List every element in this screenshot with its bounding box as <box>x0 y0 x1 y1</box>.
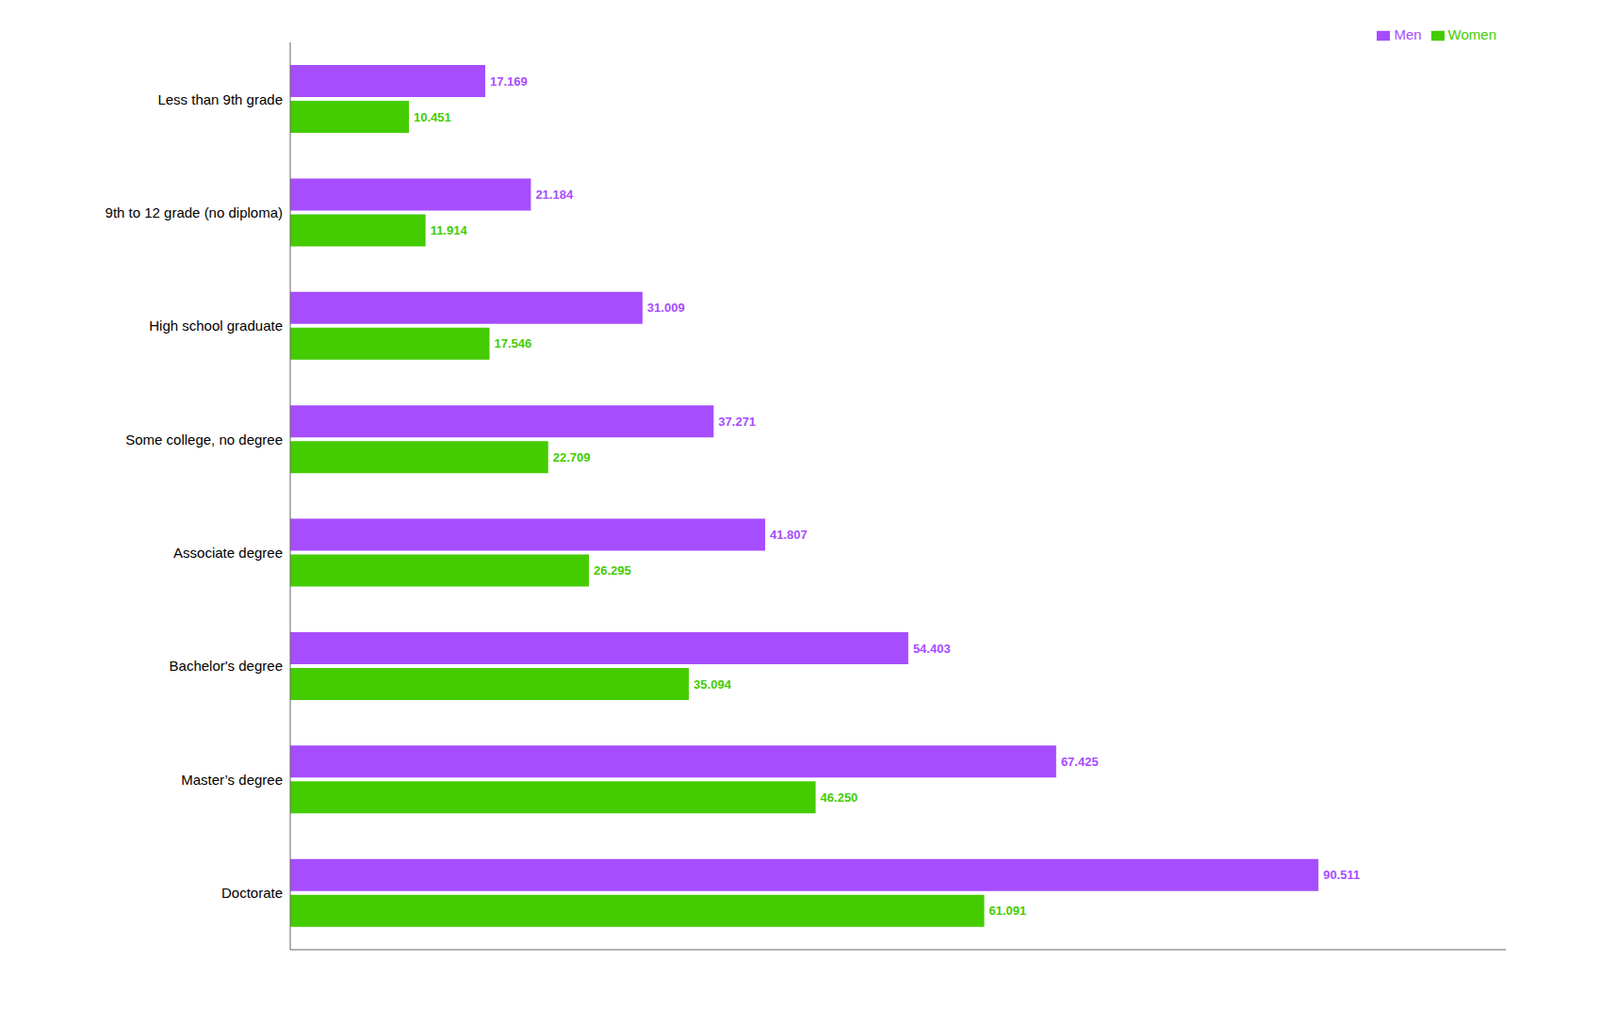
svg-text:67.425: 67.425 <box>1061 754 1099 769</box>
svg-text:22.709: 22.709 <box>553 450 591 465</box>
html-text:Men: Men <box>1394 26 1422 43</box>
svg-text:26.295: 26.295 <box>593 563 632 578</box>
svg-text:Bachelor's degree: Bachelor's degree <box>169 657 283 674</box>
svg-text:17.546: 17.546 <box>494 336 533 351</box>
svg-text:11.914: 11.914 <box>430 223 469 238</box>
svg-text:Master’s degree: Master’s degree <box>180 771 283 788</box>
svg-text:9th to 12 grade (no diploma): 9th to 12 grade (no diploma) <box>105 204 283 221</box>
svg-text:Some college, no degree: Some college, no degree <box>125 431 283 448</box>
svg-text:46.250: 46.250 <box>820 790 859 805</box>
svg-text:41.807: 41.807 <box>769 527 808 542</box>
svg-text:61.091: 61.091 <box>989 903 1028 918</box>
svg-text:10.451: 10.451 <box>413 110 452 125</box>
svg-text:54.403: 54.403 <box>913 641 951 656</box>
svg-text:High school graduate: High school graduate <box>148 317 283 334</box>
svg-text:Associate degree: Associate degree <box>173 544 283 561</box>
svg-text:90.511: 90.511 <box>1322 867 1360 882</box>
svg-text:37.271: 37.271 <box>718 414 756 429</box>
svg-text:Less than 9th grade: Less than 9th grade <box>157 91 283 108</box>
svg-text:21.184: 21.184 <box>535 187 574 202</box>
svg-text:31.009: 31.009 <box>647 300 686 315</box>
svg-text:Doctorate: Doctorate <box>221 884 283 901</box>
svg-text:17.169: 17.169 <box>489 74 528 89</box>
html-text:Women: Women <box>1447 26 1497 43</box>
svg-text:35.094: 35.094 <box>693 677 733 692</box>
